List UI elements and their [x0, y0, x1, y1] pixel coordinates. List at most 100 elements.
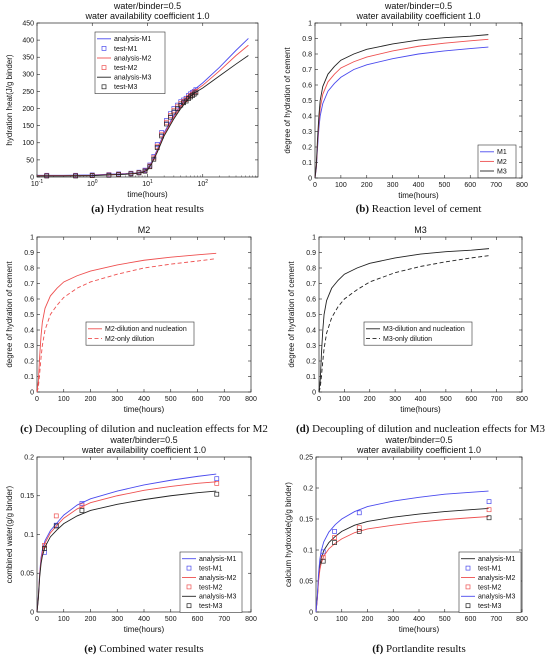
y-tick-label: 0.1	[24, 374, 34, 381]
data-point-test-M2	[53, 513, 59, 519]
x-tick-label: 800	[245, 396, 257, 403]
x-tick-label: 400	[413, 616, 425, 623]
legend-label: test-M1	[199, 566, 222, 573]
y-tick-label: 0.2	[24, 358, 34, 365]
legend-label: test-M3	[478, 603, 501, 610]
legend-label: analysis-M1	[478, 556, 515, 563]
caption: (c) Decoupling of dilution and nucleatio…	[20, 423, 268, 435]
x-tick-label: 600	[192, 396, 204, 403]
x-tick-label: 500	[439, 182, 451, 189]
x-tick-label: 102	[197, 179, 208, 188]
y-tick-label: 100	[22, 140, 34, 147]
legend-marker	[101, 46, 107, 51]
y-tick-label: 0.5	[306, 312, 316, 319]
y-tick-label: 0	[30, 389, 34, 396]
y-tick-label: 0.5	[24, 312, 34, 319]
x-tick-label: 500	[165, 616, 177, 623]
y-tick-label: 0.6	[306, 296, 316, 303]
x-tick-label: 400	[138, 396, 150, 403]
chart-title: water availability coefficient 1.0	[81, 445, 206, 455]
data-point-test-M1	[356, 510, 362, 516]
x-tick-label: 100	[87, 179, 98, 188]
data-point-test-M2	[79, 503, 85, 509]
data-point-test-M2	[332, 535, 337, 540]
y-tick-label: 0.25	[299, 454, 313, 461]
legend-marker	[186, 603, 192, 609]
caption: (b) Reaction level of cement	[356, 203, 482, 215]
series-line-M3-dilution and nucleation	[318, 248, 490, 393]
x-axis-label: time(hours)	[399, 625, 440, 634]
legend-label: M3	[497, 168, 507, 175]
x-axis-label: time(hours)	[398, 191, 439, 200]
y-tick-label: 1	[30, 234, 34, 241]
chart-d: M3 0 100 200 300 400 500 600 700 800 0 0.1 0.2 0.3 0.4…	[287, 225, 546, 435]
y-tick-label: 0	[312, 389, 316, 396]
x-tick-label: 600	[192, 616, 204, 623]
y-tick-label: 0.4	[24, 327, 34, 334]
data-point-test-M3	[214, 491, 220, 497]
y-tick-label: 0.2	[24, 454, 34, 461]
series-line-M1	[314, 46, 489, 179]
y-axis-label: combined water(g/g binder)	[5, 485, 14, 583]
legend-label: test-M2	[478, 584, 501, 591]
x-tick-label: 400	[138, 616, 150, 623]
legend-label: analysis-M1	[199, 556, 236, 563]
legend-marker	[101, 84, 107, 90]
y-tick-label: 0.8	[302, 51, 312, 58]
data-point-test-M3	[171, 109, 177, 115]
data-point-test-M3	[193, 90, 199, 96]
y-tick-label: 0.9	[302, 36, 312, 43]
x-tick-label: 400	[413, 182, 425, 189]
x-tick-label: 101	[142, 179, 153, 188]
y-tick-label: 250	[22, 89, 34, 96]
data-point-test-M1	[486, 499, 492, 504]
x-tick-label: 0	[314, 616, 318, 623]
y-tick-label: 0.15	[20, 493, 34, 500]
series-line-M2-only dilution	[36, 258, 217, 393]
legend-box	[458, 551, 522, 613]
x-tick-label: 10-1	[31, 179, 43, 188]
y-tick-label: 0.15	[299, 516, 313, 523]
legend-marker	[465, 565, 471, 571]
data-point-test-M3	[42, 546, 47, 551]
x-tick-label: 500	[440, 396, 452, 403]
legend-label: analysis-M3	[199, 594, 236, 601]
legend-label: test-M1	[478, 566, 501, 573]
x-tick-label: 300	[389, 396, 401, 403]
y-tick-label: 0.6	[24, 296, 34, 303]
x-tick-label: 600	[465, 396, 477, 403]
data-point-test-M3	[168, 114, 173, 120]
y-tick-label: 0.5	[302, 98, 312, 105]
y-tick-label: 0	[309, 609, 313, 616]
chart-title: water/binder=0.5	[384, 435, 452, 445]
legend-label: M2-dilution and nucleation	[105, 326, 187, 333]
legend-box	[363, 321, 473, 346]
chart-title: water availability coefficient 1.0	[356, 445, 481, 455]
y-tick-label: 0.05	[20, 571, 34, 578]
legend-box	[85, 321, 195, 346]
data-point-test-M3	[79, 508, 85, 513]
x-tick-label: 500	[165, 396, 177, 403]
x-tick-label: 0	[313, 182, 317, 189]
y-tick-label: 0	[308, 175, 312, 182]
chart-title: M3	[414, 225, 427, 235]
chart-c: M2 0 100 200 300 400 500 600 700 800 0 0.1 0.2 0.3 0.4…	[5, 225, 268, 435]
x-tick-label: 800	[245, 616, 257, 623]
x-tick-label: 700	[491, 396, 503, 403]
legend-box	[179, 551, 243, 613]
y-tick-label: 0.2	[303, 485, 313, 492]
legend-marker	[465, 603, 471, 609]
x-tick-label: 300	[111, 616, 123, 623]
series-line-M2-dilution and nucleation	[36, 252, 217, 393]
x-tick-label: 0	[35, 616, 39, 623]
x-tick-label: 100	[336, 616, 348, 623]
x-tick-label: 800	[516, 182, 528, 189]
y-tick-label: 0.1	[306, 374, 316, 381]
x-tick-label: 0	[317, 396, 321, 403]
chart-title: water/binder=0.5	[113, 1, 181, 11]
data-point-test-M3	[89, 173, 95, 178]
legend-marker	[101, 65, 107, 70]
y-tick-label: 400	[22, 38, 34, 45]
